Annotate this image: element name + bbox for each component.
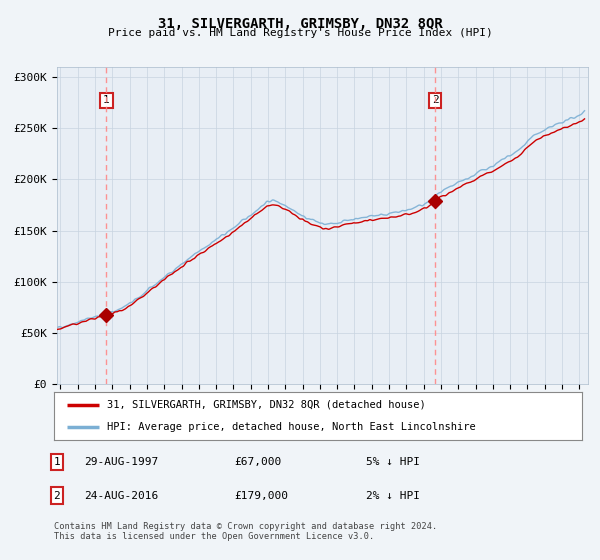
Text: 2% ↓ HPI: 2% ↓ HPI [366,491,420,501]
Text: 1: 1 [53,457,61,467]
Text: £67,000: £67,000 [234,457,281,467]
Text: 5% ↓ HPI: 5% ↓ HPI [366,457,420,467]
Text: 31, SILVERGARTH, GRIMSBY, DN32 8QR (detached house): 31, SILVERGARTH, GRIMSBY, DN32 8QR (deta… [107,400,425,410]
Text: 2: 2 [53,491,61,501]
Text: HPI: Average price, detached house, North East Lincolnshire: HPI: Average price, detached house, Nort… [107,422,476,432]
Text: £179,000: £179,000 [234,491,288,501]
Text: 31, SILVERGARTH, GRIMSBY, DN32 8QR: 31, SILVERGARTH, GRIMSBY, DN32 8QR [158,17,442,31]
Text: Price paid vs. HM Land Registry's House Price Index (HPI): Price paid vs. HM Land Registry's House … [107,28,493,38]
Text: 1: 1 [103,95,110,105]
Text: Contains HM Land Registry data © Crown copyright and database right 2024.
This d: Contains HM Land Registry data © Crown c… [54,522,437,542]
Text: 2: 2 [432,95,439,105]
Text: 29-AUG-1997: 29-AUG-1997 [84,457,158,467]
Text: 24-AUG-2016: 24-AUG-2016 [84,491,158,501]
